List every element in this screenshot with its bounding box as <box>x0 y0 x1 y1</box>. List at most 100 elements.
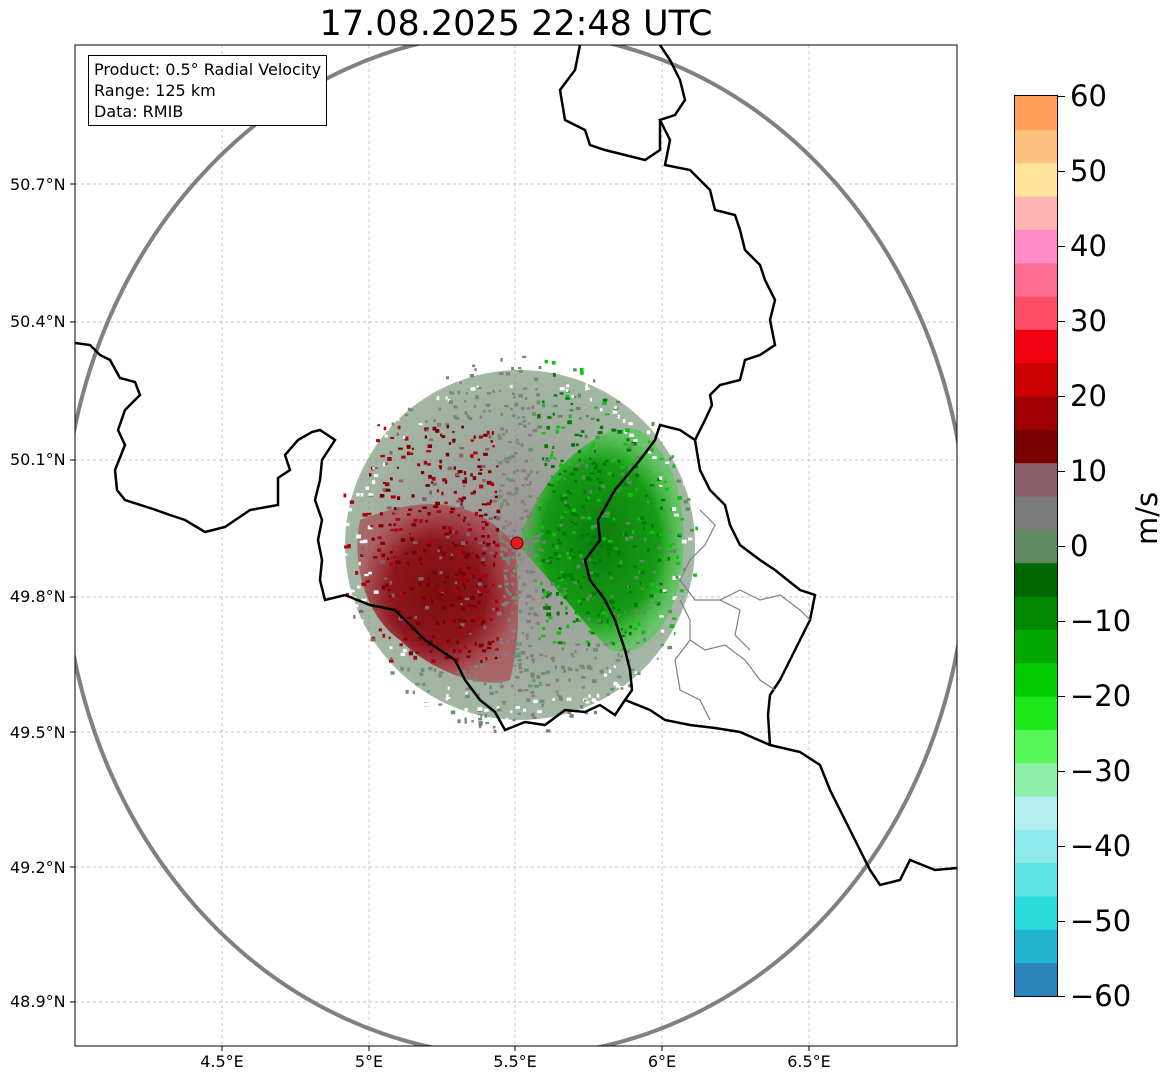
radar-speckle <box>444 705 448 708</box>
radar-speckle <box>479 663 485 668</box>
radar-speckle <box>484 708 489 712</box>
radar-speckle <box>459 632 463 637</box>
radar-speckle <box>522 420 527 423</box>
radar-speckle <box>522 582 526 587</box>
radar-speckle <box>521 469 526 473</box>
radar-speckle <box>481 557 486 562</box>
radar-speckle <box>445 575 449 579</box>
radar-speckle <box>570 472 575 476</box>
radar-speckle <box>542 627 546 631</box>
radar-speckle <box>428 438 434 441</box>
radar-speckle <box>373 556 378 559</box>
radar-speckle <box>506 589 510 594</box>
radar-speckle <box>621 648 626 651</box>
radar-speckle <box>528 552 534 557</box>
radar-speckle-layer <box>337 355 700 734</box>
radar-speckle <box>345 522 350 527</box>
radar-speckle <box>642 637 647 642</box>
radar-speckle <box>549 484 554 487</box>
radar-speckle <box>421 596 426 600</box>
radar-speckle <box>557 554 562 558</box>
radar-speckle <box>570 402 574 406</box>
radar-speckle <box>398 425 401 430</box>
radar-speckle <box>398 447 403 450</box>
radar-speckle <box>544 444 549 449</box>
radar-speckle <box>453 405 458 409</box>
colorbar-tick-mark <box>1058 621 1065 622</box>
radar-speckle <box>589 542 593 546</box>
radar-speckle <box>412 575 416 578</box>
radar-speckle <box>486 431 490 435</box>
radar-speckle <box>458 381 463 384</box>
radar-speckle <box>486 480 492 485</box>
radar-speckle <box>593 379 596 383</box>
radar-speckle <box>457 718 460 721</box>
radar-speckle <box>634 609 639 612</box>
radar-speckle <box>478 472 483 475</box>
colorbar-segment <box>1015 629 1057 664</box>
radar-speckle <box>523 503 527 506</box>
radar-speckle <box>586 476 591 481</box>
radar-speckle <box>450 556 453 560</box>
radar-speckle <box>579 371 584 375</box>
radar-speckle <box>399 528 403 531</box>
radar-speckle <box>470 473 473 477</box>
radar-speckle <box>629 404 634 408</box>
radar-speckle <box>589 457 592 460</box>
radar-speckle <box>444 480 448 484</box>
radar-speckle <box>454 581 458 585</box>
y-tick-label: 49.5°N <box>10 723 66 742</box>
colorbar-tick-mark <box>1058 846 1065 847</box>
radar-speckle <box>540 549 545 552</box>
radar-speckle <box>560 459 564 463</box>
radar-speckle <box>415 651 419 654</box>
radar-speckle <box>476 555 480 559</box>
radar-speckle <box>578 458 581 462</box>
radar-speckle <box>532 536 537 539</box>
radar-speckle <box>655 582 659 587</box>
radar-speckle <box>565 397 570 400</box>
radar-speckle <box>472 490 476 494</box>
radar-speckle <box>387 457 392 461</box>
radar-speckle <box>537 414 541 418</box>
radar-speckle <box>446 694 449 698</box>
radar-speckle <box>495 607 499 612</box>
radar-speckle <box>528 434 533 437</box>
radar-speckle <box>526 656 529 660</box>
radar-speckle <box>526 540 531 544</box>
radar-speckle <box>669 624 675 629</box>
radar-speckle <box>532 429 538 433</box>
radar-speckle <box>460 502 463 506</box>
radar-speckle <box>585 533 590 536</box>
radar-speckle <box>557 529 561 532</box>
colorbar-segment <box>1015 262 1057 297</box>
radar-speckle <box>566 489 570 493</box>
radar-speckle <box>495 543 500 548</box>
radar-speckle <box>399 600 402 604</box>
radar-speckle <box>548 616 553 620</box>
radar-speckle <box>479 588 482 592</box>
radar-speckle <box>495 528 499 532</box>
radar-speckle <box>477 707 483 711</box>
radar-speckle <box>413 518 418 523</box>
radar-speckle <box>592 591 597 596</box>
radar-speckle <box>407 616 412 619</box>
radar-speckle <box>523 424 527 428</box>
radar-speckle <box>385 488 391 492</box>
radar-speckle <box>633 565 638 568</box>
radar-speckle <box>390 671 395 675</box>
radar-speckle <box>343 553 348 556</box>
radar-speckle <box>598 486 601 491</box>
radar-speckle <box>544 655 548 658</box>
radar-speckle <box>649 582 655 587</box>
radar-speckle <box>508 440 513 444</box>
radar-speckle <box>498 436 503 440</box>
radar-speckle <box>527 422 530 425</box>
radar-speckle <box>631 530 635 535</box>
radar-speckle <box>606 693 610 696</box>
radar-speckle <box>458 618 462 622</box>
radar-speckle <box>617 564 622 568</box>
colorbar-tick-label: 50 <box>1070 154 1107 188</box>
colorbar-segment <box>1015 496 1057 530</box>
radar-speckle <box>419 691 422 696</box>
